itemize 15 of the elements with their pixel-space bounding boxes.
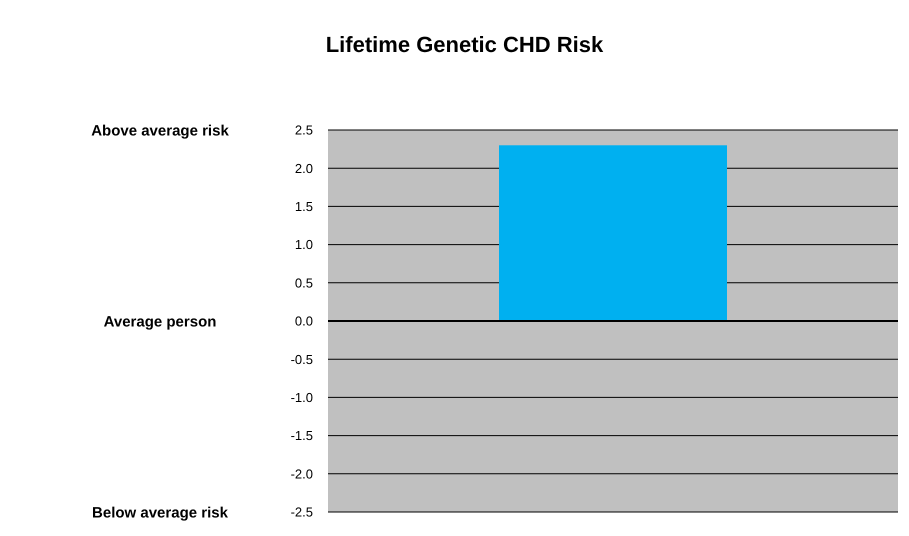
text: Average person (104, 313, 216, 330)
y-tick-label: 1.5 (294, 198, 313, 214)
text: Below average risk (92, 504, 229, 522)
chart-title: Lifetime Genetic CHD Risk (326, 32, 604, 57)
y-tick-label: 1.0 (294, 237, 313, 252)
y-tick-label: -1.5 (290, 428, 313, 444)
y-tick-label: -2.0 (290, 466, 313, 482)
y-tick-label: 2.0 (294, 160, 313, 176)
y-tick-label: -0.5 (290, 352, 313, 367)
y-tick-label: -2.5 (290, 504, 313, 520)
text: Above average risk (91, 122, 230, 140)
y-tick-label: -1.0 (290, 390, 313, 405)
y-tick-label: 2.5 (294, 122, 313, 138)
y-tick-label: 0.5 (294, 275, 313, 290)
y-tick-label: 0.0 (294, 314, 313, 329)
